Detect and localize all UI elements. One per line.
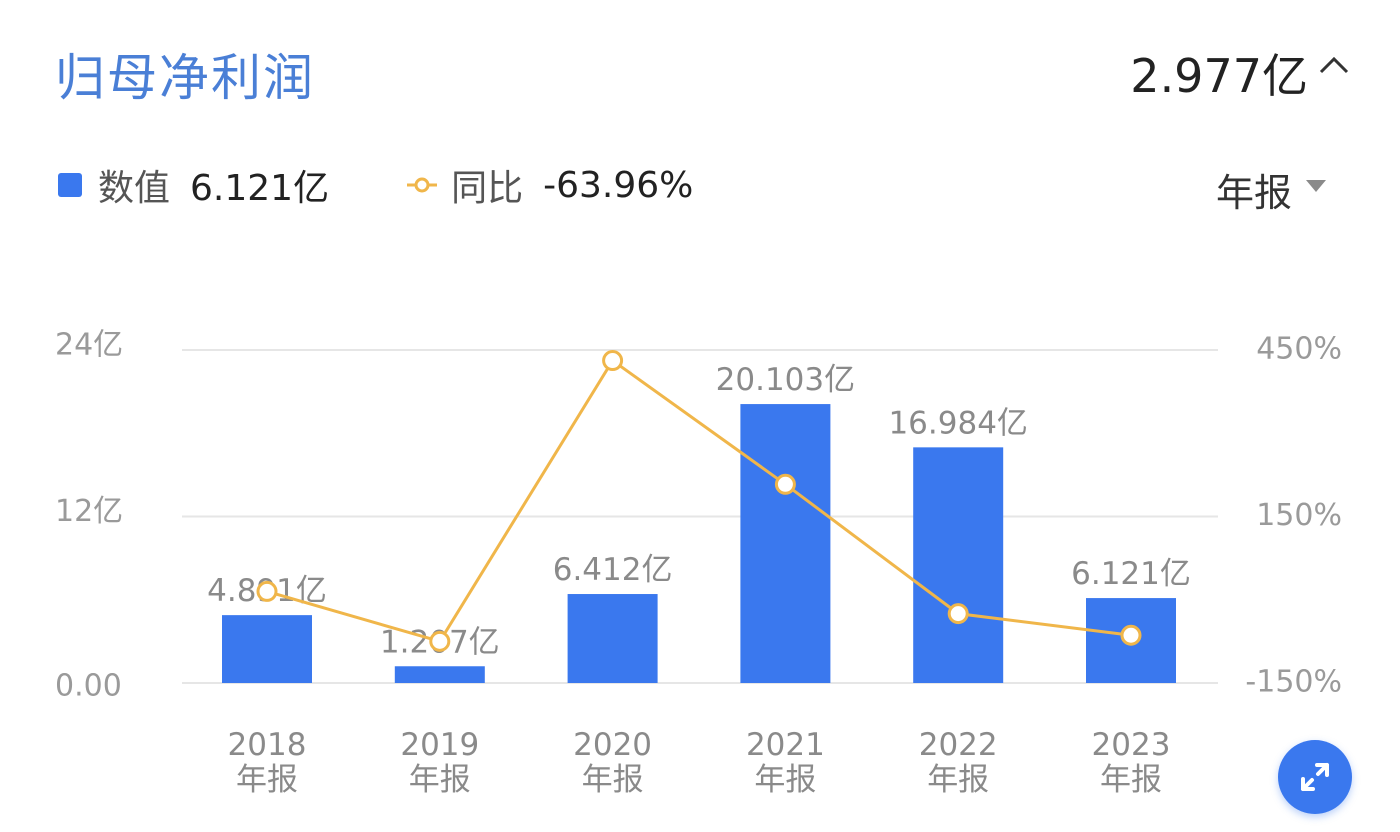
legend: 数值 6.121亿 同比 -63.96% bbox=[58, 160, 769, 210]
line-point bbox=[256, 580, 278, 602]
bar-data-label: 20.103亿 bbox=[716, 362, 855, 398]
expand-button[interactable] bbox=[1278, 740, 1352, 814]
legend-bar-swatch bbox=[58, 173, 82, 197]
x-tick-label-suffix: 年报 bbox=[582, 762, 644, 798]
right-axis-tick-label: 150% bbox=[1256, 498, 1342, 533]
x-tick-label: 2020 bbox=[573, 727, 652, 763]
line-point bbox=[947, 603, 969, 625]
x-tick-label-suffix: 年报 bbox=[1100, 762, 1162, 798]
bar bbox=[394, 666, 485, 683]
legend-bar-label: 数值 bbox=[98, 168, 171, 209]
x-tick-label: 2022 bbox=[919, 727, 998, 763]
legend-bar-value: 6.121亿 bbox=[190, 168, 330, 209]
period-selector[interactable]: 年报 bbox=[1215, 171, 1292, 215]
x-tick-label: 2021 bbox=[746, 727, 825, 763]
right-axis-tick-label: -150% bbox=[1245, 665, 1342, 700]
series-line bbox=[266, 358, 1132, 644]
expand-icon bbox=[1301, 763, 1329, 791]
line-point bbox=[429, 630, 451, 652]
bar bbox=[222, 615, 312, 683]
total-value: 2.977亿 bbox=[1130, 49, 1308, 103]
x-tick-label-suffix: 年报 bbox=[927, 762, 989, 798]
left-axis-tick-label: 24亿 bbox=[55, 328, 123, 363]
bar-data-label: 16.984亿 bbox=[888, 405, 1027, 441]
chevron-up-icon[interactable] bbox=[1318, 54, 1350, 76]
bar-data-label: 6.121亿 bbox=[1071, 556, 1191, 592]
bar bbox=[740, 404, 831, 683]
legend-line-label: 同比 bbox=[451, 168, 524, 209]
x-tick-label: 2018 bbox=[228, 727, 307, 763]
x-tick-label-suffix: 年报 bbox=[236, 762, 298, 798]
legend-line-value: -63.96% bbox=[543, 164, 694, 206]
chart-title: 归母净利润 bbox=[55, 49, 315, 107]
caret-down-icon[interactable] bbox=[1304, 178, 1328, 194]
line-point bbox=[602, 350, 624, 372]
line-point bbox=[1120, 624, 1142, 646]
x-tick-label-suffix: 年报 bbox=[754, 762, 816, 798]
bar-data-label: 6.412亿 bbox=[553, 552, 673, 588]
line-point bbox=[774, 473, 796, 495]
x-tick-label: 2019 bbox=[400, 727, 479, 763]
x-tick-label-suffix: 年报 bbox=[409, 762, 471, 798]
right-axis-tick-label: 450% bbox=[1256, 332, 1342, 367]
legend-line-swatch bbox=[407, 177, 438, 193]
left-axis-tick-label: 0.00 bbox=[55, 669, 122, 704]
left-axis-tick-label: 12亿 bbox=[55, 494, 123, 529]
bar bbox=[913, 447, 1004, 683]
bar bbox=[567, 594, 658, 683]
x-tick-label: 2023 bbox=[1092, 727, 1171, 763]
